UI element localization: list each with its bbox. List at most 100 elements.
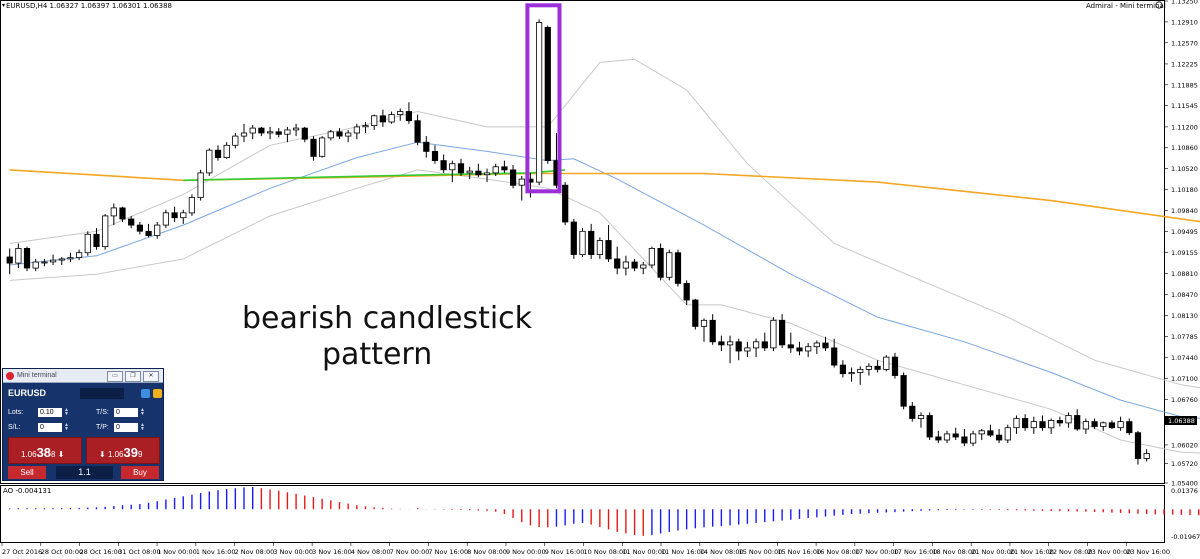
candle-body	[240, 132, 248, 137]
symbol-dropdown[interactable]	[80, 388, 124, 399]
close-window-icon[interactable]: ✕	[143, 371, 159, 382]
candle-69	[605, 225, 612, 262]
candle-body	[1065, 415, 1072, 424]
candle-body	[223, 144, 230, 159]
candle-65	[570, 218, 577, 259]
time-tick-label: 10 Nov 08:00	[584, 548, 628, 556]
tp-spinner-icon[interactable]: ▲ ▼	[140, 422, 145, 432]
symbol-info: EURUSD,H4 1.06327 1.06397 1.06301 1.0638…	[6, 2, 172, 10]
candle-body	[622, 261, 630, 269]
candle-body	[128, 218, 135, 226]
candle-9	[84, 231, 91, 256]
lots-spinner-icon[interactable]: ▲ ▼	[64, 407, 69, 417]
candle-body	[509, 169, 517, 186]
mini-terminal[interactable]: Mini terminal ▭ ❐ ✕ EURUSD Lots: 0.10 ▲ ▼…	[2, 368, 164, 481]
candle-89	[779, 314, 786, 348]
candle-body	[145, 230, 152, 237]
volume-input[interactable]: 1.1	[56, 466, 113, 479]
smiley-icon	[1155, 1, 1163, 9]
lots-label: Lots:	[8, 409, 24, 416]
candle-122	[1065, 412, 1072, 428]
price-tick-label: 1.06020	[1171, 441, 1198, 449]
lock-icon[interactable]	[153, 389, 162, 398]
time-tick-label: 3 Nov 16:00	[312, 548, 352, 556]
dropdown-triangle-icon[interactable]	[2, 4, 5, 7]
candle-body	[310, 138, 317, 157]
buy-price-box[interactable]: ⬇ 1.06399	[86, 437, 160, 464]
candle-body	[605, 240, 612, 260]
candle-body	[518, 178, 525, 186]
candle-body	[362, 125, 369, 128]
candle-body	[874, 365, 881, 370]
ts-spinner-icon[interactable]: ▲ ▼	[140, 407, 145, 417]
tp-input[interactable]: 0	[114, 423, 138, 432]
candle-90	[787, 332, 794, 353]
buy-button[interactable]: Buy	[121, 466, 159, 479]
candle-11	[102, 214, 109, 250]
pattern-highlight-box	[525, 3, 562, 194]
restore-window-icon[interactable]: ❐	[125, 371, 141, 382]
candle-1	[15, 243, 22, 269]
candle-101	[883, 355, 890, 372]
candle-body	[857, 368, 864, 373]
candle-40	[353, 123, 361, 140]
candle-48	[423, 136, 430, 158]
price-tick-label: 1.09155	[1171, 249, 1198, 257]
time-tick-label: 27 Oct 2016	[2, 548, 42, 556]
candle-body	[614, 258, 621, 269]
time-tick-label: 28 Oct 16:00	[80, 548, 122, 556]
candle-body	[258, 127, 265, 134]
minimize-window-icon[interactable]: ▭	[107, 371, 123, 382]
candle-26	[232, 133, 239, 149]
ts-input[interactable]: 0	[114, 408, 138, 417]
candle-body	[692, 299, 699, 327]
candle-body	[570, 221, 577, 255]
ao-axis: 0.01376 -0.01967	[1171, 487, 1200, 541]
sl-input[interactable]: 0	[38, 423, 62, 432]
candle-body	[943, 433, 951, 441]
ts-label: T/S:	[96, 409, 109, 416]
candle-body	[232, 135, 239, 146]
candle-body	[544, 26, 551, 161]
time-tick-label: 3 Nov 00:00	[273, 548, 313, 556]
sl-spinner-icon[interactable]: ▲ ▼	[64, 422, 69, 432]
admiral-logo-icon	[6, 372, 14, 380]
candle-body	[770, 319, 777, 349]
candle-body	[457, 163, 465, 174]
candles[interactable]	[6, 19, 1150, 465]
terminal-label: Admiral - Mini terminal	[1086, 2, 1166, 10]
candle-42	[371, 114, 378, 130]
settings-icon[interactable]	[141, 389, 150, 398]
candle-118	[1030, 416, 1037, 434]
candle-20	[180, 209, 187, 224]
candle-39	[345, 129, 352, 143]
sell-button[interactable]: Sell	[8, 466, 46, 479]
candle-107	[935, 430, 942, 444]
candle-129	[1126, 418, 1133, 436]
candle-127	[1108, 420, 1115, 429]
price-tick-label: 1.12910	[1171, 18, 1198, 26]
candle-body	[562, 184, 569, 223]
candle-body	[431, 150, 439, 161]
price-tick-label: 1.12225	[1171, 60, 1198, 68]
candle-body	[1091, 421, 1098, 427]
lots-input[interactable]: 0.10	[38, 408, 62, 417]
ao-tick-label: 0.01376	[1171, 487, 1198, 495]
candle-34	[301, 126, 308, 143]
candle-body	[275, 131, 282, 135]
candle-body	[32, 261, 39, 269]
price-tick-label: 1.08130	[1171, 312, 1198, 320]
price-tick-label: 1.05720	[1171, 460, 1198, 468]
candle-87	[761, 332, 768, 351]
candle-45	[397, 108, 404, 121]
candle-body	[917, 415, 925, 419]
candle-109	[952, 427, 959, 441]
sell-price-box[interactable]: 1.06388 ⬇	[8, 437, 82, 464]
candle-56	[492, 163, 499, 176]
time-tick-label: 7 Nov 16:00	[428, 548, 468, 556]
price-tick-label: 1.11200	[1171, 123, 1198, 131]
mini-terminal-titlebar[interactable]: Mini terminal ▭ ❐ ✕	[3, 369, 163, 383]
candle-117	[1022, 414, 1029, 431]
candle-97	[848, 367, 855, 382]
